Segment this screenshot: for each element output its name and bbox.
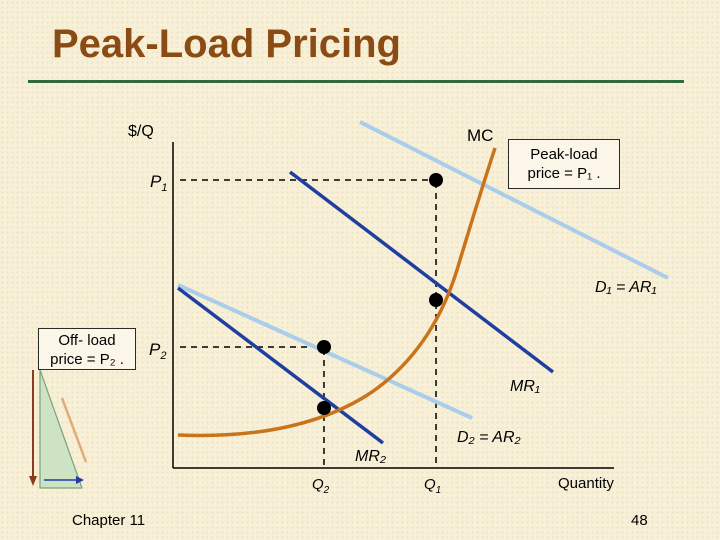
mr1-label: MR₁: [510, 378, 540, 395]
peak-callout-line1: Peak-load: [530, 146, 598, 163]
offpeak-callout-line2: price = P₂ .: [50, 351, 124, 368]
peak-quantity-point: [429, 293, 443, 307]
offpeak-quantity-point: [317, 401, 331, 415]
d1-label: D₁ = AR₁: [595, 279, 657, 296]
x-axis-label: Quantity: [558, 475, 614, 492]
d2-label: D₂ = AR₂: [457, 429, 521, 446]
slide-title: Peak-Load Pricing: [52, 22, 401, 66]
mr1-line: [288, 170, 555, 374]
mr2-label: MR₂: [355, 448, 386, 465]
peak-price-point: [429, 173, 443, 187]
title-divider: [28, 80, 684, 83]
peak-callout-line2: price = P₁ .: [527, 165, 601, 182]
mc-label: MC: [467, 126, 493, 145]
q2-label: Q2: [312, 476, 330, 496]
page-number: 48: [631, 512, 648, 529]
p2-label: P2: [149, 340, 166, 362]
offpeak-price-point: [317, 340, 331, 354]
offpeak-callout-line1: Off- load: [58, 332, 116, 349]
p1-label: P1: [150, 172, 167, 194]
mc-curve: [177, 147, 497, 438]
y-axis-label: $/Q: [128, 123, 154, 140]
q1-label: Q1: [424, 476, 441, 496]
mr2-line: [176, 286, 385, 445]
d1-demand-line: [359, 120, 669, 280]
off-load-price-callout: Off- load price = P₂ .: [38, 328, 136, 370]
chapter-label: Chapter 11: [72, 512, 146, 529]
peak-load-price-callout: Peak-load price = P₁ .: [508, 139, 620, 189]
mini-diagram-icon: [29, 369, 88, 489]
